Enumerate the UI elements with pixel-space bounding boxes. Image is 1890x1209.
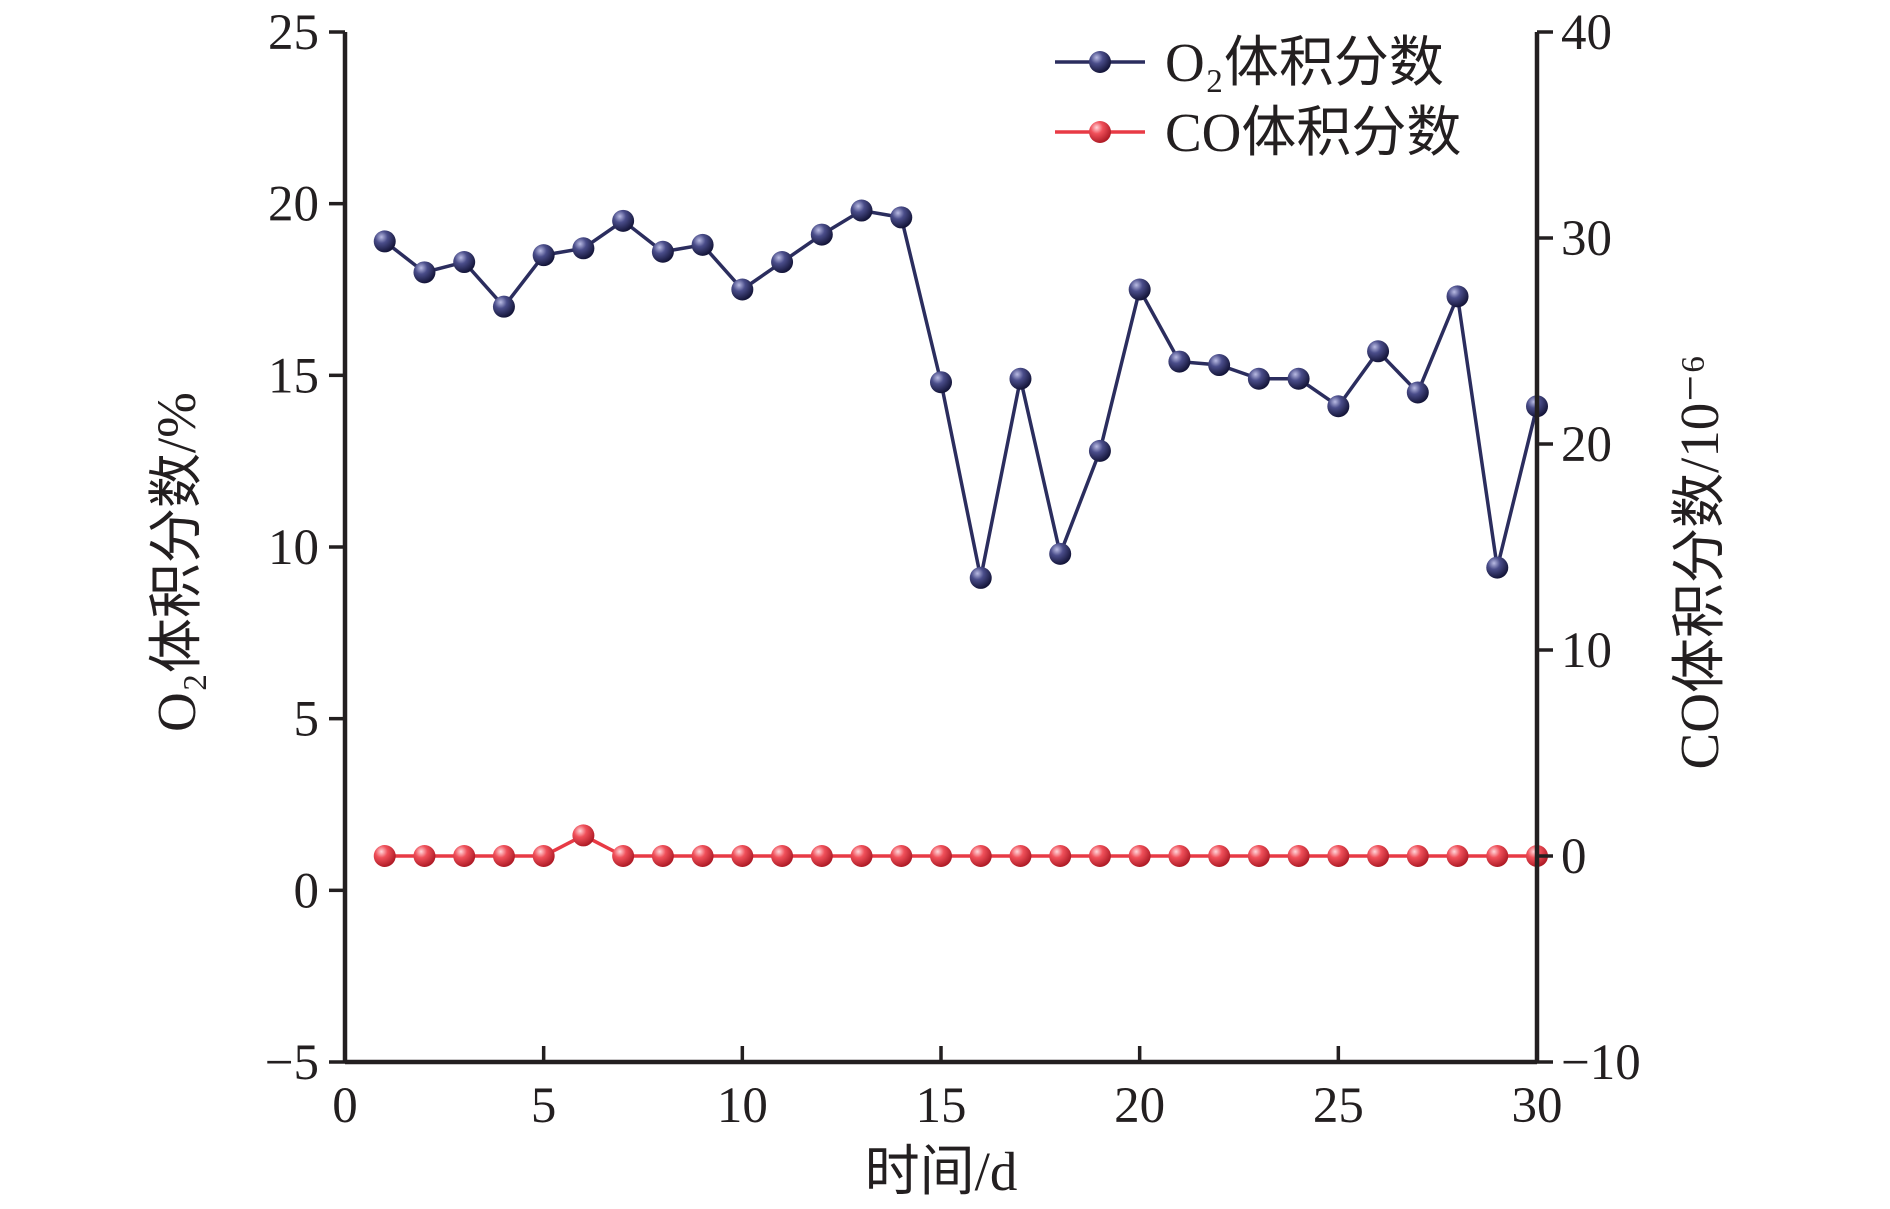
y-right-tick-label: −10 [1561,1035,1641,1091]
y-axis-right-title: CO体积分数/10⁻⁶ [1669,355,1730,770]
series-layer [373,199,1548,867]
data-point-co [691,845,714,867]
series-line-co [384,833,1537,858]
data-point-o2 [1367,340,1390,363]
x-tick-label: 20 [1114,1078,1165,1134]
data-point-co [1208,845,1231,867]
data-point-co [612,845,635,867]
data-point-co [1367,845,1390,867]
y-left-tick-label: 0 [294,863,320,919]
data-point-o2 [1327,395,1350,418]
data-point-o2 [453,251,476,274]
legend: O₂体积分数 CO体积分数 [1055,32,1461,163]
data-point-co [1486,845,1509,867]
data-point-o2 [1088,439,1111,462]
data-point-o2 [1287,367,1310,390]
data-point-o2 [890,206,913,229]
y-left-tick-label: 5 [294,692,320,748]
data-point-o2 [1446,285,1469,308]
data-point-co [810,845,833,867]
data-point-o2 [771,251,794,274]
data-point-o2 [373,230,396,253]
data-point-co [930,845,952,867]
data-point-co [731,845,754,867]
data-point-o2 [532,244,555,267]
data-point-co [532,845,555,867]
data-point-co [850,845,873,867]
data-point-co [1327,845,1350,867]
y-right-tick-label: 0 [1561,829,1587,885]
y-right-tick-label: 20 [1561,417,1612,473]
data-point-co [1049,845,1072,867]
data-point-o2 [1247,367,1270,390]
x-tick-label: 10 [717,1078,768,1134]
y-left-tick-label: 25 [268,5,319,61]
data-point-o2 [413,261,436,284]
y-right-tick-label: 30 [1561,211,1612,267]
legend-marker-co [1089,121,1111,143]
y-left-tick-label: 10 [268,520,319,576]
data-point-co [1287,845,1310,867]
series-co [373,824,1548,867]
data-point-o2 [572,237,595,260]
data-point-co [1247,845,1270,867]
data-point-co [1088,845,1111,867]
y-axis-left-title: O₂体积分数/% [146,392,207,732]
data-point-co [572,824,595,847]
legend-marker-o2 [1089,51,1111,73]
x-tick-label: 30 [1512,1078,1563,1134]
data-point-co [492,845,515,867]
data-point-o2 [612,209,635,232]
data-point-co [413,845,436,867]
x-tick-label: 15 [916,1078,967,1134]
x-tick-label: 0 [332,1078,358,1134]
data-point-co [651,845,674,867]
data-point-co [771,845,794,867]
data-point-o2 [1208,354,1231,377]
x-axis-title: 时间/d [865,1141,1018,1202]
data-point-co [1009,845,1032,867]
data-point-co [373,845,396,867]
y-right-tick-label: 40 [1561,5,1612,61]
data-point-o2 [1168,350,1191,373]
y-left-tick-label: 15 [268,348,319,404]
data-point-o2 [969,566,992,589]
data-point-co [1168,845,1191,867]
y-right-tick-label: 10 [1561,623,1612,679]
data-point-o2 [691,233,714,256]
data-point-co [890,845,913,867]
x-tick-label: 5 [531,1078,557,1134]
data-point-o2 [1486,556,1509,579]
data-point-o2 [810,223,833,246]
data-point-o2 [930,371,952,394]
x-tick-label: 25 [1313,1078,1364,1134]
data-point-co [1406,845,1429,867]
data-point-co [1446,845,1469,867]
data-point-o2 [731,278,754,301]
legend-label-co: CO体积分数 [1165,102,1461,163]
y-left-tick-label: 20 [268,177,319,233]
series-o2 [373,199,1548,589]
series-line-o2 [383,208,1539,579]
data-point-co [453,845,476,867]
data-point-co [1128,845,1151,867]
data-point-o2 [1128,278,1151,301]
data-point-o2 [1049,542,1072,565]
data-point-o2 [1406,381,1429,404]
y-left-tick-label: −5 [265,1035,319,1091]
data-point-o2 [1009,367,1032,390]
legend-label-o2: O₂体积分数 [1165,32,1444,93]
data-point-o2 [492,295,515,318]
data-point-o2 [850,199,873,222]
data-point-o2 [651,240,674,263]
data-point-co [969,845,992,867]
